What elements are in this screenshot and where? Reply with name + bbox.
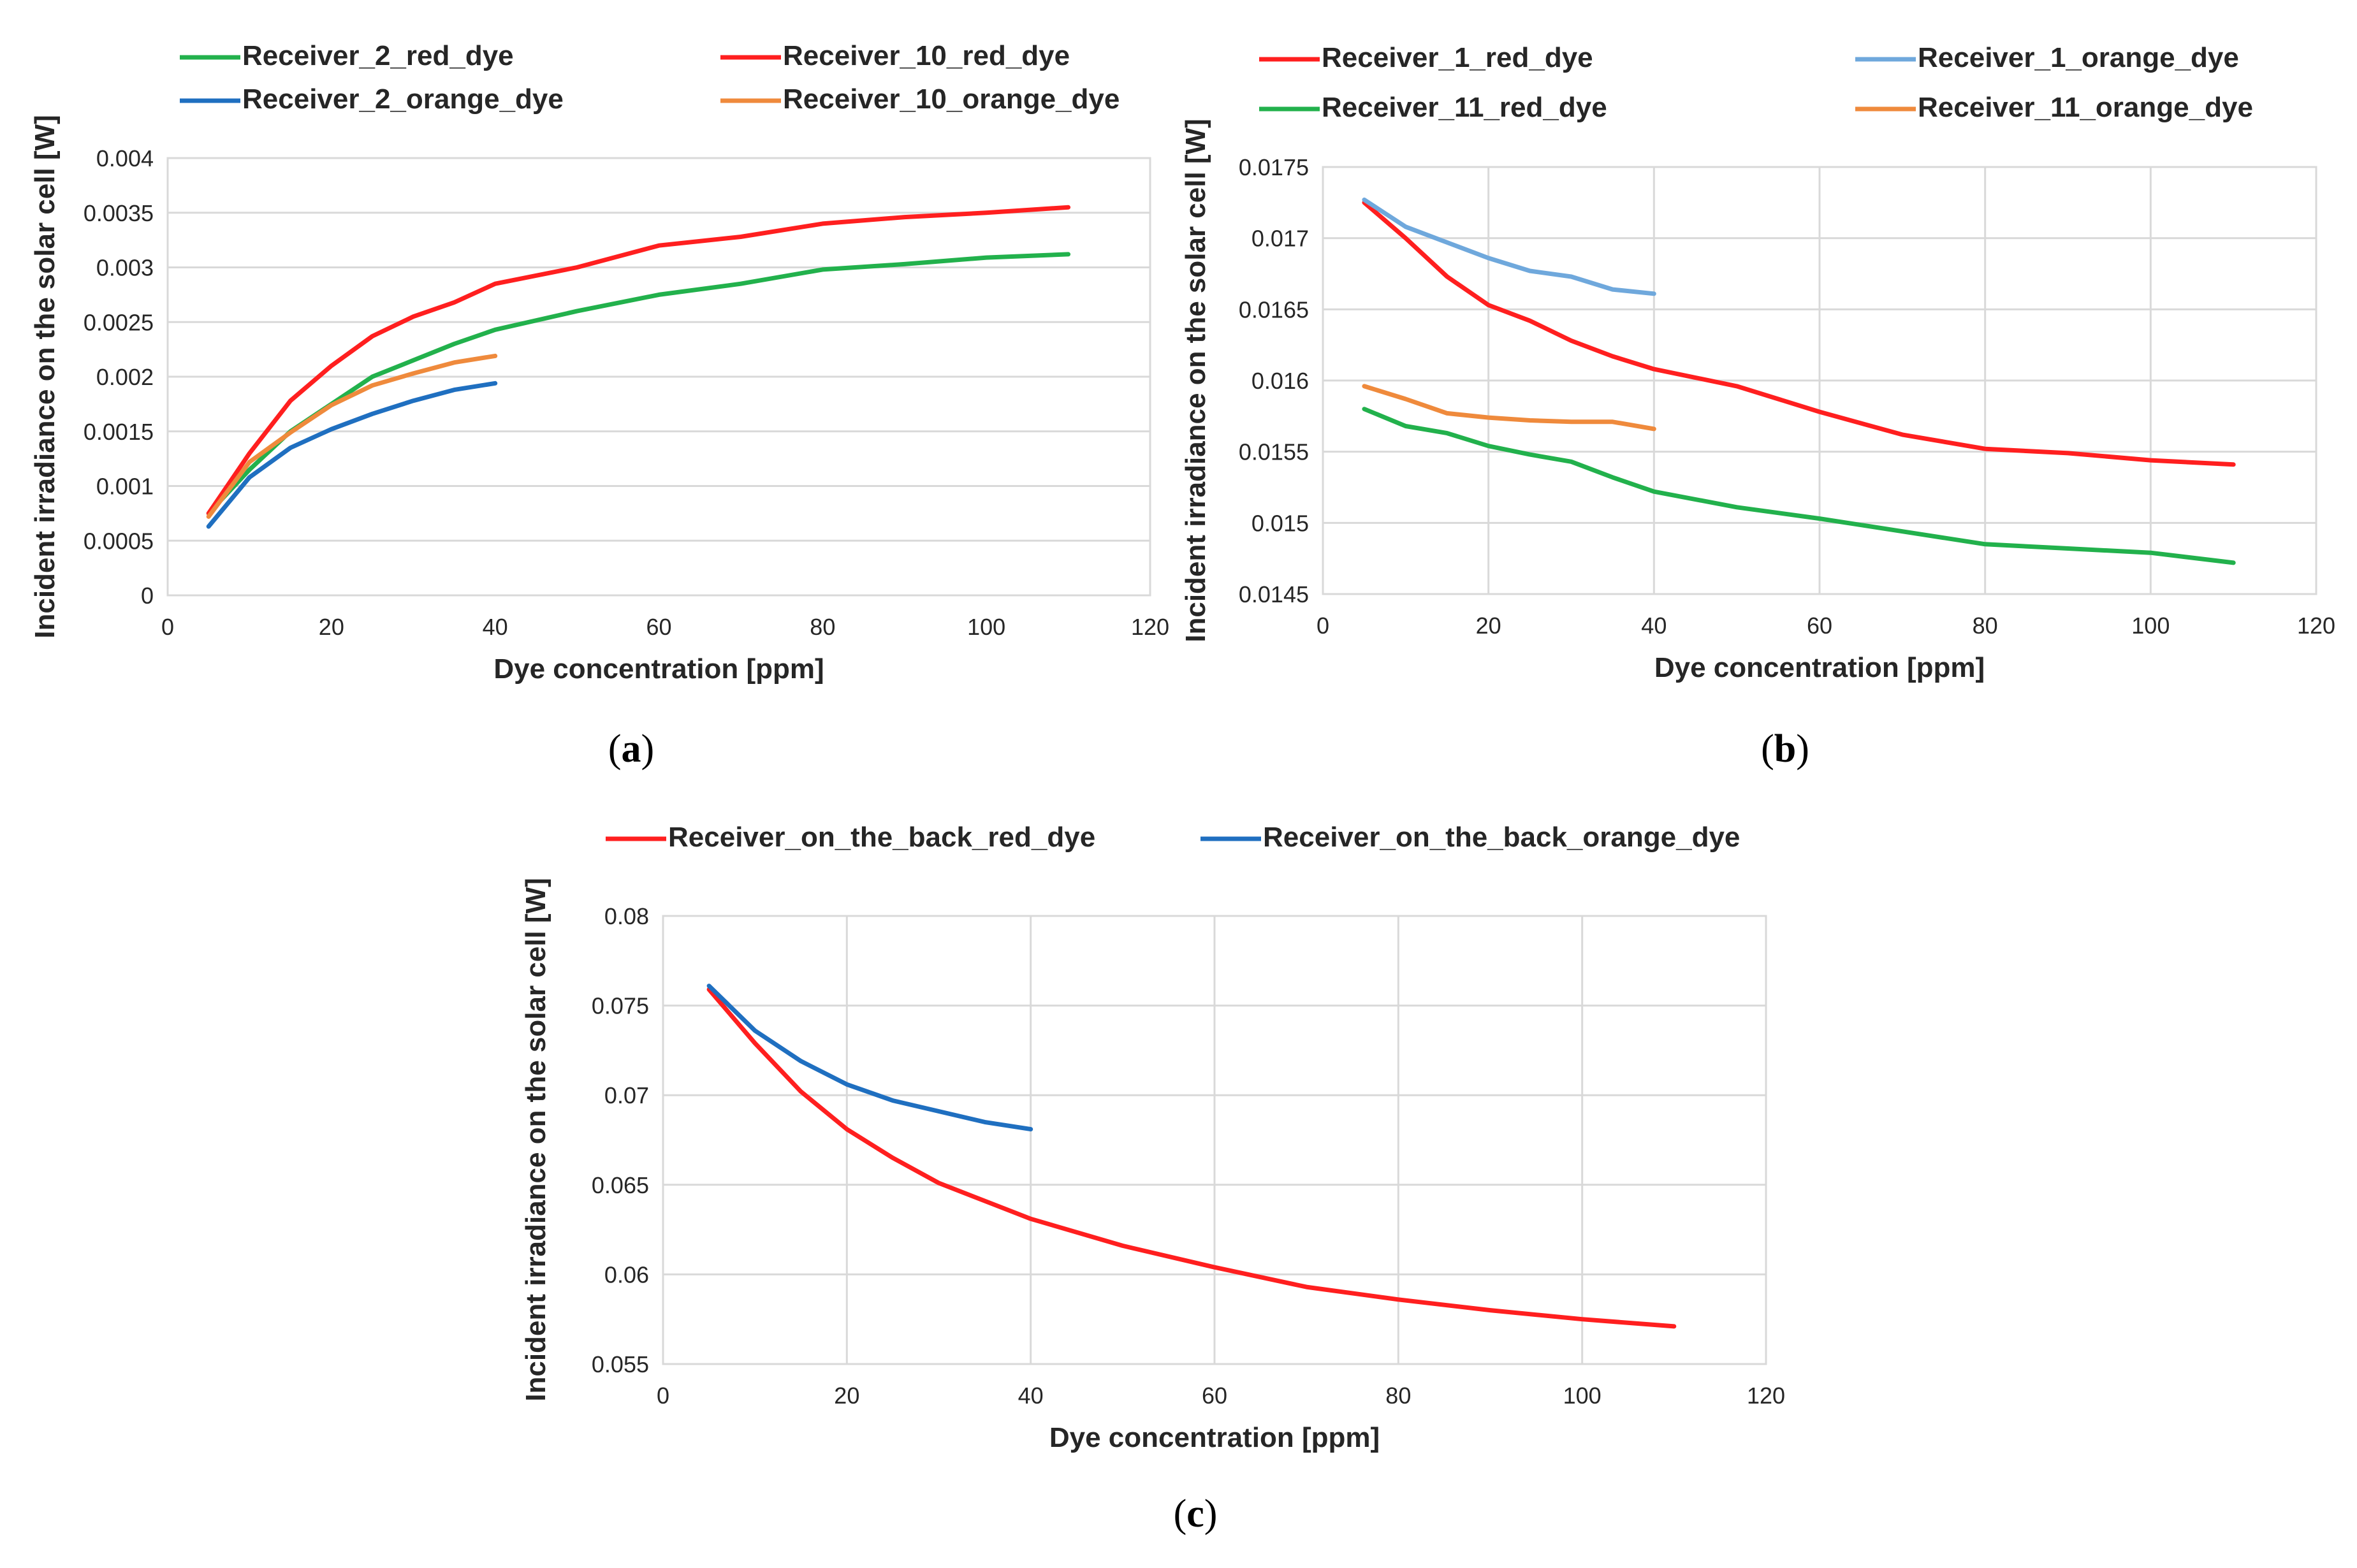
x-tick-label: 0	[1317, 613, 1329, 639]
x-tick-label: 60	[1807, 613, 1832, 639]
x-tick-label: 100	[2131, 613, 2170, 639]
legend-label: Receiver_11_red_dye	[1322, 92, 1607, 123]
y-tick-label: 0.017	[1251, 226, 1309, 252]
y-tick-label: 0.055	[592, 1351, 649, 1377]
y-tick-label: 0.0165	[1239, 296, 1309, 323]
y-tick-label: 0.0035	[84, 200, 154, 226]
x-tick-label: 40	[483, 614, 508, 640]
series-line-Receiver_1_red_dye	[1362, 200, 2236, 467]
y-tick-label: 0.06	[604, 1261, 649, 1288]
y-tick-label: 0.016	[1251, 368, 1309, 394]
legend-label: Receiver_1_orange_dye	[1918, 42, 2239, 73]
panel-label-a: (a)	[608, 727, 654, 771]
y-tick-label: 0.0155	[1239, 439, 1309, 465]
legend-label: Receiver_2_orange_dye	[242, 83, 564, 115]
y-tick-label: 0.001	[96, 474, 154, 500]
y-tick-label: 0.015	[1251, 510, 1309, 536]
y-tick-label: 0.0145	[1239, 581, 1309, 607]
chart-panel-b: 0.0145 0.015 0.0155 0.016 0.0165 0.017 0.0175 0…	[1180, 42, 2335, 683]
series-line-Receiver_1_orange_dye	[1362, 197, 1656, 296]
x-axis-label: Dye concentration [ppm]	[1654, 652, 1985, 683]
y-tick-label: 0.002	[96, 364, 154, 390]
legend-label: Receiver_2_red_dye	[242, 40, 514, 71]
y-tick-label: 0.0015	[84, 419, 154, 445]
y-tick-label: 0.08	[604, 903, 649, 929]
y-tick-label: 0.075	[592, 993, 649, 1019]
legend-label: Receiver_10_orange_dye	[783, 83, 1120, 115]
x-tick-label: 20	[834, 1383, 859, 1409]
x-axis-label: Dye concentration [ppm]	[493, 653, 824, 685]
y-tick-label: 0	[141, 583, 154, 609]
y-tick-label: 0.0005	[84, 528, 154, 554]
x-tick-label: 60	[1202, 1383, 1227, 1409]
y-tick-label: 0.0175	[1239, 154, 1309, 180]
x-tick-label: 120	[1747, 1383, 1785, 1409]
chart-panel-a: 0 0.0005 0.001 0.0015 0.002 0.0025 0.003 0.0035…	[29, 40, 1169, 685]
series-line-Receiver_10_red_dye	[206, 205, 1071, 516]
x-tick-label: 40	[1018, 1383, 1044, 1409]
series-line-Receiver_11_orange_dye	[1362, 384, 1656, 432]
series-line-Receiver_on_the_back_red_dye	[706, 987, 1677, 1329]
x-tick-label: 100	[967, 614, 1005, 640]
legend-label: Receiver_11_orange_dye	[1918, 92, 2253, 123]
x-tick-label: 0	[161, 614, 174, 640]
y-tick-label: 0.07	[604, 1082, 649, 1108]
legend-label: Receiver_1_red_dye	[1322, 42, 1593, 73]
chart-panel-c: 0.055 0.06 0.065 0.07 0.075 0.08 0 20 40 60 80 100 1…	[520, 822, 1785, 1453]
x-tick-label: 120	[2297, 613, 2335, 639]
x-tick-label: 120	[1131, 614, 1169, 640]
x-tick-label: 20	[319, 614, 344, 640]
panel-label-b: (b)	[1761, 727, 1809, 771]
x-tick-label: 80	[810, 614, 835, 640]
y-axis-label: Incident irradiance on the solar cell [W…	[520, 878, 551, 1402]
series-line-Receiver_11_red_dye	[1362, 407, 2236, 565]
x-tick-label: 100	[1563, 1383, 1602, 1409]
y-axis-label: Incident irradiance on the solar cell [W…	[1180, 119, 1211, 642]
x-tick-label: 20	[1476, 613, 1501, 639]
y-axis-label: Incident irradiance on the solar cell [W…	[29, 115, 61, 639]
legend-label: Receiver_10_red_dye	[783, 40, 1070, 71]
y-tick-label: 0.0025	[84, 309, 154, 335]
legend-label: Receiver_on_the_back_red_dye	[668, 822, 1095, 853]
x-tick-label: 0	[657, 1383, 669, 1409]
x-axis-label: Dye concentration [ppm]	[1049, 1422, 1380, 1453]
panel-label-c: (c)	[1174, 1492, 1218, 1535]
x-tick-label: 40	[1641, 613, 1667, 639]
x-tick-label: 80	[1973, 613, 1998, 639]
y-tick-label: 0.003	[96, 255, 154, 281]
series-line-Receiver_10_orange_dye	[206, 353, 498, 519]
legend-label: Receiver_on_the_back_orange_dye	[1263, 822, 1740, 853]
series-line-Receiver_2_orange_dye	[206, 381, 498, 529]
y-tick-label: 0.004	[96, 145, 154, 171]
series-line-Receiver_on_the_back_orange_dye	[706, 984, 1033, 1132]
x-tick-label: 80	[1385, 1383, 1411, 1409]
x-tick-label: 60	[646, 614, 671, 640]
y-tick-label: 0.065	[592, 1172, 649, 1198]
